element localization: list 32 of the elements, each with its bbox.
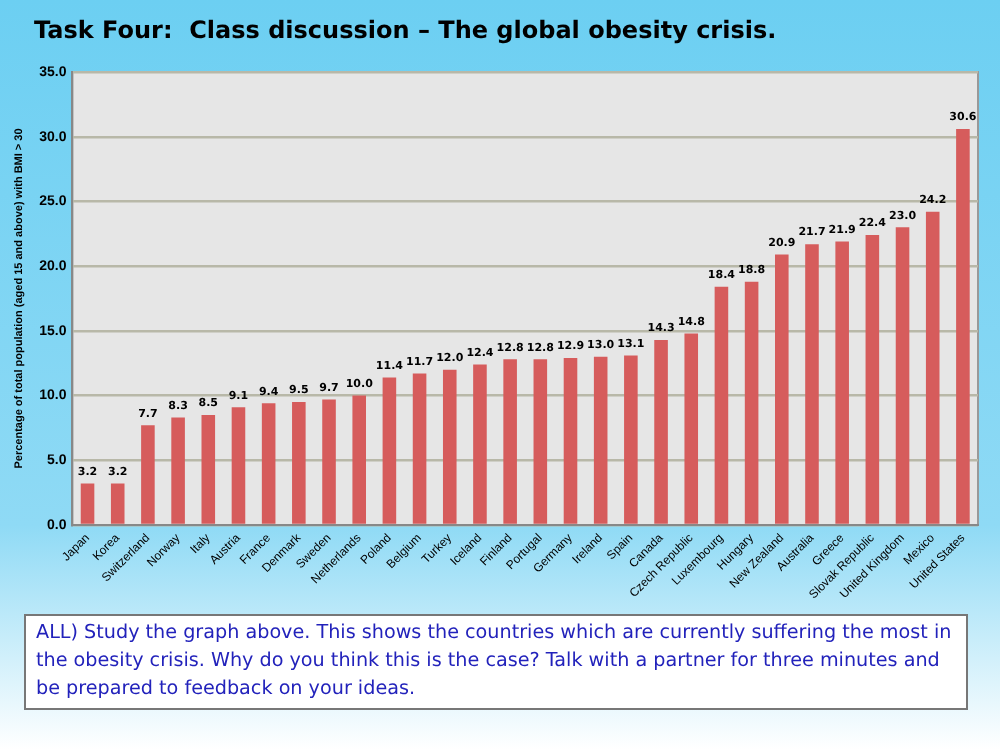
bar bbox=[473, 364, 487, 524]
chart-title: Task Four: Class discussion – The global obesity crisis. bbox=[34, 16, 777, 44]
bar bbox=[292, 402, 306, 524]
bar bbox=[744, 281, 759, 524]
bar bbox=[442, 369, 457, 524]
bar bbox=[110, 483, 125, 524]
bar bbox=[805, 244, 819, 524]
bar bbox=[654, 339, 668, 524]
bar bbox=[895, 227, 910, 524]
bar bbox=[925, 211, 940, 524]
bar bbox=[835, 241, 849, 524]
bar bbox=[171, 417, 185, 524]
bar bbox=[865, 235, 880, 524]
bar bbox=[322, 399, 336, 524]
bar bbox=[624, 355, 638, 524]
bar bbox=[201, 414, 216, 524]
text: ALL) Study the graph above. This shows the countries which are currently suffering the most in the obesity crisis. Why do you think this is the case? Talk with a partner for three minutes and be prepared to feedback on your ideas. bbox=[24, 614, 968, 710]
bar bbox=[533, 359, 548, 524]
bar bbox=[684, 333, 699, 524]
bar bbox=[593, 356, 608, 524]
bar bbox=[956, 128, 970, 524]
bar bbox=[231, 407, 246, 524]
bar bbox=[382, 377, 397, 524]
bar bbox=[714, 286, 729, 524]
bar bbox=[412, 373, 427, 524]
bar bbox=[352, 395, 366, 524]
bar bbox=[563, 358, 578, 524]
bar bbox=[261, 403, 276, 524]
bar bbox=[80, 483, 95, 524]
bar bbox=[775, 254, 789, 524]
bar bbox=[503, 359, 517, 524]
bar bbox=[141, 425, 155, 524]
